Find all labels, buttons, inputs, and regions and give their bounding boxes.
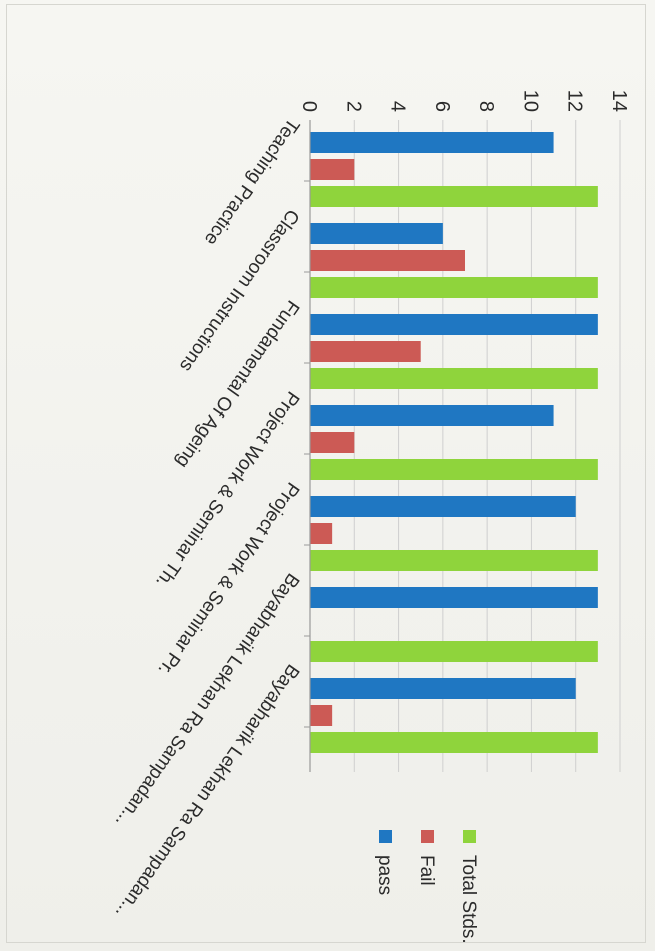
bar-fail <box>309 523 333 544</box>
tick-label: 14 <box>608 90 630 112</box>
bar-pass <box>309 496 576 517</box>
bar-total-stds- <box>309 186 598 207</box>
legend-swatch-1 <box>421 830 434 843</box>
bar-total-stds- <box>309 641 598 662</box>
legend-label: pass <box>374 855 395 895</box>
bars <box>309 132 598 753</box>
grid <box>309 120 621 772</box>
bar-pass <box>310 405 554 426</box>
chart-frame <box>6 4 646 943</box>
bar-fail <box>309 705 333 726</box>
category-label: Classroom Instructions <box>175 205 303 375</box>
bar-pass <box>309 678 576 699</box>
category-label: Fundamental Of Ageing <box>171 296 303 472</box>
legend-swatch-0 <box>379 830 392 843</box>
bar-fail <box>309 159 355 180</box>
bar-pass <box>309 314 598 335</box>
bar-total-stds- <box>309 459 598 480</box>
legend-label: Total Stds. <box>458 855 479 944</box>
bar-total-stds- <box>309 732 598 753</box>
bar-fail <box>309 341 421 362</box>
bar-total-stds- <box>309 277 598 298</box>
bar-total-stds- <box>309 368 598 389</box>
tick-label: 8 <box>475 101 497 112</box>
bar-fail <box>309 432 355 453</box>
tick-label: 10 <box>519 90 541 112</box>
tick-label: 4 <box>387 101 409 112</box>
bar-pass <box>310 223 443 244</box>
bar-pass <box>309 587 598 608</box>
legend-label: Fail <box>416 855 437 886</box>
bar-pass <box>310 132 554 153</box>
legend: pass Fail Total Stds. <box>374 830 479 944</box>
bar-total-stds- <box>309 550 598 571</box>
tick-label: 6 <box>431 101 453 112</box>
tick-label: 0 <box>298 101 320 112</box>
tick-label: 2 <box>342 101 364 112</box>
tick-label: 12 <box>564 90 586 112</box>
legend-swatch-2 <box>463 830 476 843</box>
bar-fail <box>310 250 465 271</box>
